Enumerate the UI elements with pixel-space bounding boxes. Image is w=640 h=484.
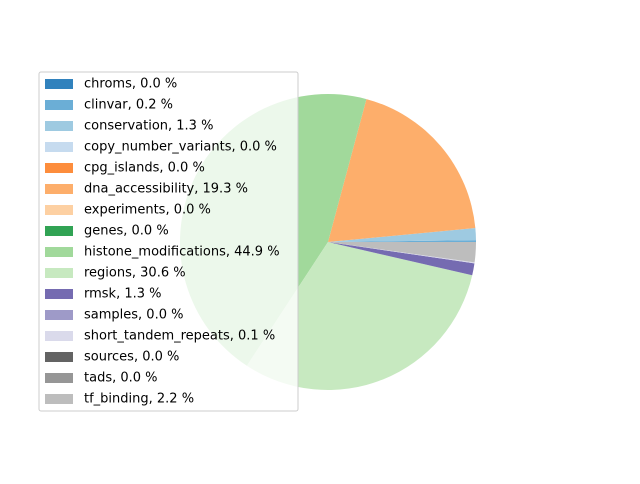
legend-swatch (45, 268, 73, 278)
legend-label: tf_binding, 2.2 % (84, 392, 194, 407)
legend-item: cpg_islands, 0.0 % (45, 161, 205, 176)
legend-swatch (45, 121, 73, 131)
legend-label: conservation, 1.3 % (84, 119, 213, 134)
legend-item: histone_modifications, 44.9 % (45, 245, 280, 260)
legend-item: rmsk, 1.3 % (45, 287, 162, 302)
pie-slice-short-tandem-repeats (328, 242, 475, 264)
legend-swatch (45, 352, 73, 362)
legend-label: cpg_islands, 0.0 % (84, 161, 205, 176)
legend-label: experiments, 0.0 % (84, 203, 211, 218)
legend-swatch (45, 100, 73, 110)
legend-swatch (45, 184, 73, 194)
legend-swatch (45, 373, 73, 383)
legend-item: chroms, 0.0 % (45, 77, 177, 92)
legend-item: genes, 0.0 % (45, 224, 169, 239)
legend-item: experiments, 0.0 % (45, 203, 211, 218)
legend-label: sources, 0.0 % (84, 350, 179, 365)
legend-item: dna_accessibility, 19.3 % (45, 182, 248, 197)
legend-swatch (45, 310, 73, 320)
legend-label: rmsk, 1.3 % (84, 287, 162, 302)
legend-label: clinvar, 0.2 % (84, 98, 173, 113)
legend-item: samples, 0.0 % (45, 308, 183, 323)
legend-frame (38, 71, 299, 412)
legend-item: copy_number_variants, 0.0 % (45, 140, 277, 155)
legend-swatch (45, 331, 73, 341)
pie-slice-rmsk (328, 242, 475, 276)
legend-item: short_tandem_repeats, 0.1 % (45, 329, 275, 344)
legend-item: tf_binding, 2.2 % (45, 392, 194, 407)
legend-item: tads, 0.0 % (45, 371, 158, 386)
pie-slice-regions (246, 242, 473, 390)
pie-slice-clinvar (328, 240, 477, 242)
legend-swatch (45, 163, 73, 173)
legend-item: clinvar, 0.2 % (45, 98, 173, 113)
legend-label: histone_modifications, 44.9 % (84, 245, 280, 260)
legend-swatch (45, 142, 73, 152)
legend-label: tads, 0.0 % (84, 371, 158, 386)
pie-slice-conservation (328, 228, 476, 242)
legend-label: regions, 30.6 % (84, 266, 186, 281)
legend-swatch (45, 79, 73, 89)
legend-label: copy_number_variants, 0.0 % (84, 140, 277, 155)
legend-swatch (45, 205, 73, 215)
legend: chroms, 0.0 % clinvar, 0.2 % conservation,… (38, 71, 299, 412)
legend-label: short_tandem_repeats, 0.1 % (84, 329, 275, 344)
legend-label: genes, 0.0 % (84, 224, 169, 239)
legend-label: samples, 0.0 % (84, 308, 183, 323)
pie-slice-tf-binding (328, 242, 476, 263)
legend-swatch (45, 289, 73, 299)
legend-item: sources, 0.0 % (45, 350, 179, 365)
legend-swatch (45, 247, 73, 257)
pie-slice-dna-accessibility (328, 99, 476, 242)
legend-item: conservation, 1.3 % (45, 119, 213, 134)
legend-item: regions, 30.6 % (45, 266, 186, 281)
legend-label: chroms, 0.0 % (84, 77, 177, 92)
legend-swatch (45, 394, 73, 404)
legend-label: dna_accessibility, 19.3 % (84, 182, 248, 197)
legend-swatch (45, 226, 73, 236)
